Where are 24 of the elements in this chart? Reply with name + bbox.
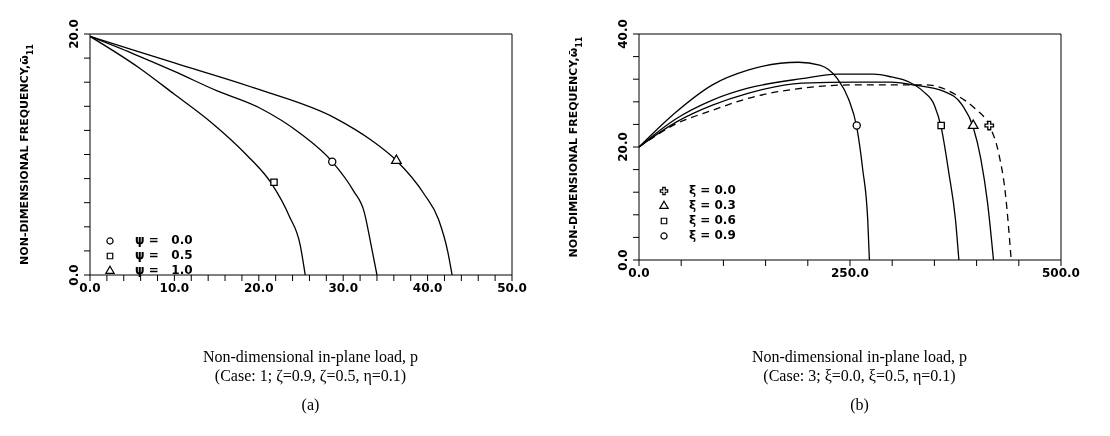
x-tick-label: 0.0 [79, 280, 101, 295]
x-tick-label: 50.0 [497, 280, 527, 295]
legend-label: ξ = 0.6 [689, 213, 736, 228]
text: (Case: 1; ζ=0.9, ζ=0.5, η=0.1) [213, 366, 408, 385]
x-tick-label: 250.0 [831, 265, 869, 280]
legend-label: ξ = 0.0 [689, 183, 736, 198]
y-tick-label: 20.0 [616, 132, 630, 162]
x-tick-label: 40.0 [412, 280, 443, 295]
x-axis-title: Non-dimensional in-plane load, p [750, 347, 969, 366]
legend-label: ξ = 0.9 [689, 228, 736, 243]
x-tick-label: 0.0 [628, 265, 650, 280]
text: (Case: 3; ξ=0.0, ξ=0.5, η=0.1) [762, 366, 957, 385]
legend-label: ψ = 0.5 [135, 248, 193, 263]
legend-label: ψ = 0.0 [135, 233, 193, 248]
x-tick-label: 20.0 [244, 280, 274, 295]
x-tick-label: 10.0 [159, 280, 190, 295]
legend-label: ξ = 0.3 [689, 198, 736, 213]
x-axis-title: Non-dimensional in-plane load, p [201, 347, 420, 366]
x-tick-label: 30.0 [328, 280, 358, 295]
x-tick-label: 500.0 [1042, 265, 1080, 280]
legend-label: ψ = 1.0 [135, 263, 193, 278]
text: (a) [300, 395, 321, 414]
text: (b) [849, 395, 870, 414]
y-tick-label: 40.0 [616, 19, 630, 49]
